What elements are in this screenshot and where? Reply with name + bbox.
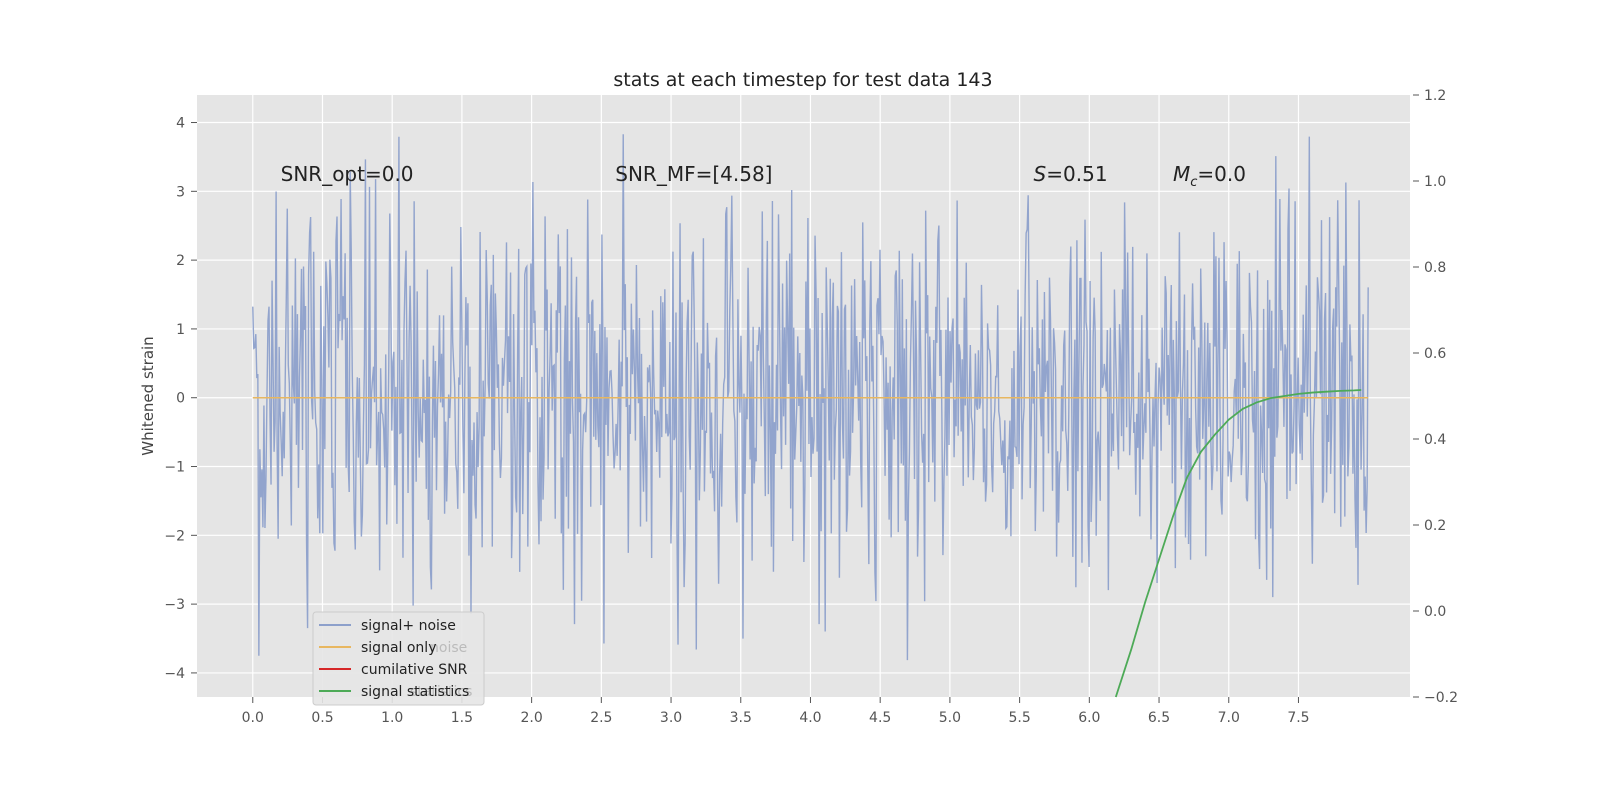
x-tick-label: 4.5 xyxy=(869,710,891,726)
series-layer xyxy=(252,134,1369,698)
annotation-0: SNR_opt=0.0 xyxy=(281,162,414,186)
series-signal-statistics xyxy=(1114,389,1362,698)
y2-tick-label: −0.2 xyxy=(1424,690,1458,706)
y2-tick-label: 1.2 xyxy=(1424,88,1446,104)
annotation-2: S=0.51 xyxy=(1034,162,1108,186)
legend-label: signal statistics xyxy=(361,684,469,700)
y-tick-label: −4 xyxy=(164,666,185,682)
chart-title: stats at each timestep for test data 143 xyxy=(613,69,992,91)
legend-label: cumilative SNR xyxy=(361,662,468,678)
x-tick-label: 2.5 xyxy=(590,710,612,726)
y-tick-label: 4 xyxy=(176,116,185,132)
legend-ghost-text: noise xyxy=(430,640,467,656)
y2-tick-label: 0.4 xyxy=(1424,432,1446,448)
legend-ghost-text: statistics xyxy=(410,684,472,700)
y2-tick-label: 0.6 xyxy=(1424,346,1446,362)
x-tick-label: 3.5 xyxy=(730,710,752,726)
y-axis-right: 1.2 1.0 0.8 0.6 0.4 0.2 0.0 −0.2 xyxy=(1413,88,1458,706)
x-tick-label: 3.0 xyxy=(660,710,682,726)
x-tick-label: 0.5 xyxy=(311,710,333,726)
y-axis-left: 4 3 2 1 0 −1 −2 −3 −4 xyxy=(164,116,197,682)
legend-label: signal only xyxy=(361,640,436,656)
x-tick-label: 1.5 xyxy=(451,710,473,726)
y-axis-label: Whitened strain xyxy=(139,336,157,455)
y2-tick-label: 0.2 xyxy=(1424,518,1446,534)
annotation-3: Mc=0.0 xyxy=(1173,162,1246,190)
x-axis: 0.0 0.5 1.0 1.5 2.0 2.5 3.0 3.5 4.0 4.5 5.0 5.5 6.0 6… xyxy=(242,697,1310,726)
x-tick-label: 4.0 xyxy=(799,710,821,726)
y-tick-label: 3 xyxy=(176,184,185,200)
annotations: SNR_opt=0.0 SNR_MF=[4.58] S=0.51 Mc=0.0 xyxy=(281,162,1246,190)
x-tick-label: 7.0 xyxy=(1218,710,1240,726)
y2-tick-label: 0.8 xyxy=(1424,260,1446,276)
y-tick-label: 1 xyxy=(176,322,185,338)
y-tick-label: −3 xyxy=(164,597,185,613)
x-tick-label: 2.0 xyxy=(520,710,542,726)
series-signal-noise xyxy=(252,134,1369,661)
y2-tick-label: 0.0 xyxy=(1424,604,1446,620)
legend: noise statistics signal+ noise signal only c… xyxy=(312,611,485,706)
legend-box xyxy=(312,611,485,706)
x-tick-label: 5.5 xyxy=(1008,710,1030,726)
y2-tick-label: 1.0 xyxy=(1424,174,1446,190)
y-tick-label: 2 xyxy=(176,253,185,269)
x-tick-label: 5.0 xyxy=(939,710,961,726)
y-tick-label: −1 xyxy=(164,460,185,476)
annotation-1: SNR_MF=[4.58] xyxy=(615,162,772,186)
x-tick-label: 6.5 xyxy=(1148,710,1170,726)
x-tick-label: 6.0 xyxy=(1078,710,1100,726)
x-tick-label: 0.0 xyxy=(242,710,264,726)
y-tick-label: −2 xyxy=(164,528,185,544)
x-tick-label: 7.5 xyxy=(1287,710,1309,726)
legend-label: signal+ noise xyxy=(361,618,456,634)
y-tick-label: 0 xyxy=(176,391,185,407)
x-tick-label: 1.0 xyxy=(381,710,403,726)
